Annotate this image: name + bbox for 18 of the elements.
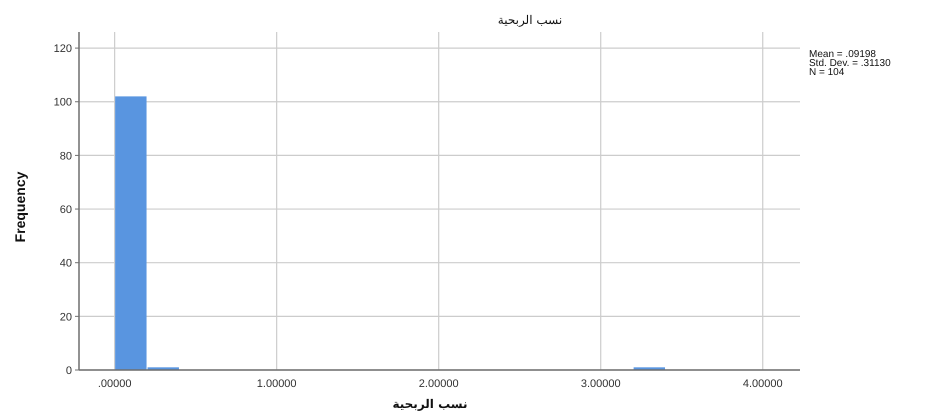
y-tick-label: 40 bbox=[60, 258, 72, 270]
x-tick-label: 1.00000 bbox=[256, 378, 297, 390]
y-axis-title: Frequency bbox=[12, 171, 28, 242]
x-tick-label: 2.00000 bbox=[418, 378, 459, 390]
x-tick-label: 4.00000 bbox=[742, 378, 783, 390]
y-tick-label: 60 bbox=[60, 204, 72, 216]
chart-title: نسب الربحية bbox=[498, 13, 562, 27]
y-tick-label: 80 bbox=[60, 150, 72, 162]
y-tick-label: 120 bbox=[54, 43, 72, 56]
y-tick-label: 20 bbox=[60, 311, 72, 324]
y-tick-label: 100 bbox=[54, 96, 72, 109]
text: Std. Dev. = .31130 bbox=[809, 58, 892, 69]
y-tick-label: 0 bbox=[66, 365, 72, 377]
x-tick-label: 3.00000 bbox=[580, 378, 621, 390]
x-axis-title: نسب الربحية bbox=[392, 397, 468, 411]
text: N = 104 bbox=[809, 67, 845, 78]
text: Mean = .09198 bbox=[809, 49, 876, 60]
x-tick-label: .00000 bbox=[98, 378, 132, 390]
